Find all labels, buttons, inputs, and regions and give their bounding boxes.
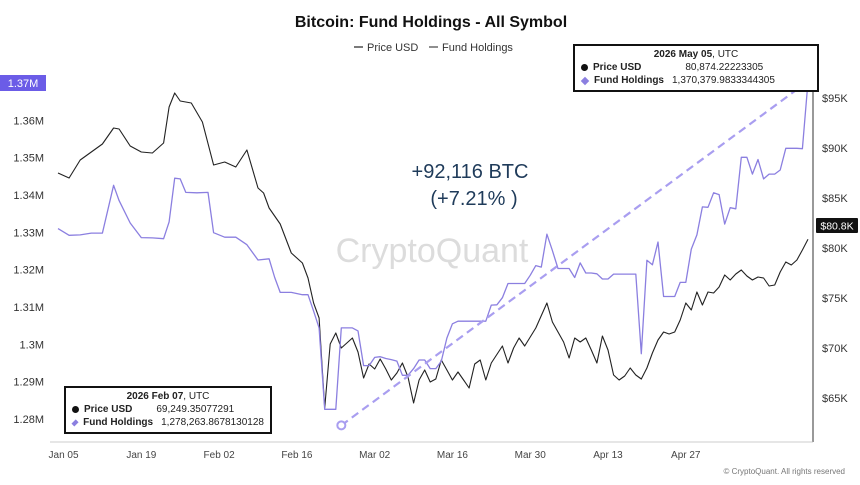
tooltip-start-holdings-label: Fund Holdings <box>83 417 154 428</box>
x-tick-label: Jan 05 <box>49 450 79 461</box>
price-dot-icon <box>581 64 588 71</box>
x-tick-label: Mar 16 <box>437 450 469 461</box>
y-left-tick-label: 1.35M <box>13 153 44 165</box>
tooltip-end-price-value: 80,874.22223305 <box>685 62 764 73</box>
legend-holdings-label[interactable]: Fund Holdings <box>442 42 513 54</box>
x-tick-label: Feb 16 <box>281 450 313 461</box>
holdings-diamond-icon <box>71 418 79 427</box>
y-left-tick-label: 1.32M <box>13 265 44 277</box>
tooltip-start-price-label: Price USD <box>84 404 133 415</box>
tooltip-end-utc: , UTC <box>712 49 739 60</box>
y-right-tick-label: $65K <box>822 393 848 405</box>
tooltip-end-holdings-label: Fund Holdings <box>594 75 664 86</box>
annotation-pct: (+7.21% ) <box>430 188 517 210</box>
tooltip-end: 2026 May 05, UTC Price USD 80,874.2222330… <box>573 44 819 92</box>
x-tick-label: Apr 27 <box>671 450 701 461</box>
tooltip-start-date: 2026 Feb 07 <box>126 391 184 402</box>
x-axis: Jan 05 Jan 19 Feb 02 Feb 16 Mar 02 Mar 16 Mar … <box>49 450 701 461</box>
y-axis-left: 1.28M 1.29M 1.3M 1.31M 1.32M 1.33M 1.34M 1.35M 1… <box>13 115 44 426</box>
y-right-tick-label: $95K <box>822 93 848 105</box>
y-left-tick-label: 1.33M <box>13 227 44 239</box>
x-tick-label: Feb 02 <box>204 450 236 461</box>
tooltip-start-holdings-value: 1,278,263.8678130128 <box>161 417 264 428</box>
y-left-tick-label: 1.29M <box>13 377 44 389</box>
chart-title: Bitcoin: Fund Holdings - All Symbol <box>295 14 567 31</box>
y-left-tick-label: 1.31M <box>13 302 44 314</box>
x-tick-label: Mar 02 <box>359 450 391 461</box>
y-left-tick-label: 1.28M <box>13 414 44 426</box>
trend-arrow <box>340 82 807 427</box>
trend-start-marker <box>336 420 347 431</box>
holdings-highlight-badge: 1.37M <box>0 75 46 91</box>
y-right-tick-label: $70K <box>822 343 848 355</box>
y-axis-right: $65K $70K $75K $80K $85K $90K $95K <box>822 93 848 405</box>
annotation-btc: +92,116 BTC <box>412 161 529 183</box>
legend-price-label[interactable]: Price USD <box>367 42 418 54</box>
tooltip-start-utc: , UTC <box>183 391 210 402</box>
tooltip-end-price-label: Price USD <box>593 62 642 73</box>
tooltip-end-holdings-value: 1,370,379.9833344305 <box>672 75 775 86</box>
y-left-tick-label: 1.36M <box>13 115 44 127</box>
y-left-tick-label: 1.34M <box>13 190 44 202</box>
holdings-diamond-icon <box>580 76 590 85</box>
price-dot-icon <box>72 406 79 413</box>
holdings-highlight-label: 1.37M <box>8 78 39 90</box>
y-right-tick-label: $80K <box>822 243 848 255</box>
fund-holdings-series[interactable] <box>57 81 809 410</box>
tooltip-start-price-value: 69,249.35077291 <box>156 404 235 415</box>
x-tick-label: Apr 13 <box>593 450 623 461</box>
x-tick-label: Jan 19 <box>126 450 156 461</box>
x-tick-label: Mar 30 <box>515 450 547 461</box>
y-left-tick-label: 1.3M <box>20 339 44 351</box>
tooltip-start: 2026 Feb 07, UTC Price USD 69,249.3507729… <box>64 386 272 434</box>
current-price-badge: $80.8K <box>816 218 858 233</box>
y-right-tick-label: $75K <box>822 293 848 305</box>
y-right-tick-label: $90K <box>822 143 848 155</box>
legend[interactable]: Price USD Fund Holdings <box>354 42 513 54</box>
tooltip-end-date: 2026 May 05 <box>653 49 713 60</box>
copyright: © CryptoQuant. All rights reserved <box>724 467 846 476</box>
watermark: CryptoQuant <box>336 232 529 270</box>
current-price-label: $80.8K <box>820 221 853 233</box>
price-usd-series[interactable] <box>57 92 809 409</box>
y-right-tick-label: $85K <box>822 193 848 205</box>
